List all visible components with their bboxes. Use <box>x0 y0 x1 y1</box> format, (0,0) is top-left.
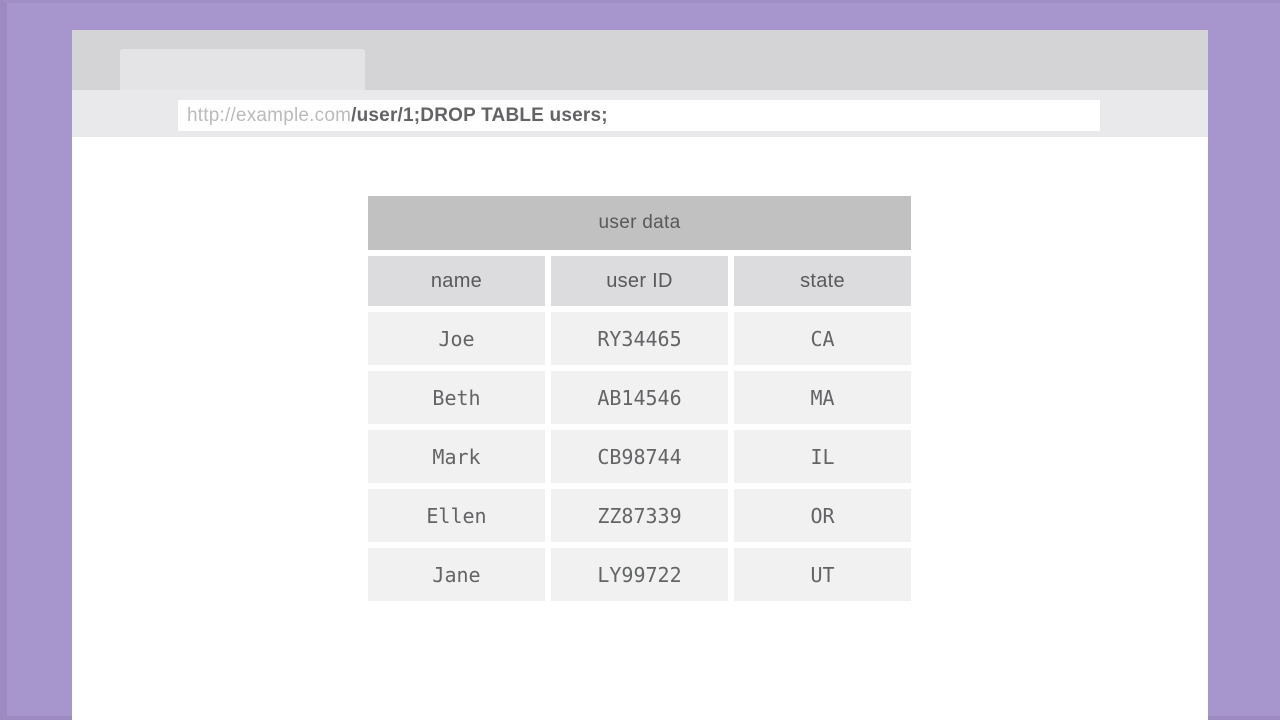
column-header-state: state <box>734 256 911 306</box>
table-cell-userid: CB98744 <box>551 430 728 483</box>
table-cell-state: CA <box>734 312 911 365</box>
table-title: user data <box>368 196 911 250</box>
table-cell-userid: LY99722 <box>551 548 728 601</box>
page-content: user data name user ID state Joe RY34465… <box>72 137 1208 720</box>
table-cell-state: UT <box>734 548 911 601</box>
column-header-userid: user ID <box>551 256 728 306</box>
table-cell-name: Mark <box>368 430 545 483</box>
browser-chrome <box>72 30 1208 90</box>
column-header-name: name <box>368 256 545 306</box>
user-data-table: user data name user ID state Joe RY34465… <box>368 196 911 601</box>
table-cell-userid: RY34465 <box>551 312 728 365</box>
table-cell-state: IL <box>734 430 911 483</box>
table-cell-name: Ellen <box>368 489 545 542</box>
table-cell-name: Jane <box>368 548 545 601</box>
url-domain-text: http://example.com <box>187 104 352 126</box>
table-cell-userid: AB14546 <box>551 371 728 424</box>
table-cell-state: MA <box>734 371 911 424</box>
url-path-text: /user/1;DROP TABLE users; <box>351 104 608 126</box>
browser-tab[interactable] <box>120 49 365 90</box>
browser-window: http://example.com/user/1;DROP TABLE use… <box>72 30 1208 720</box>
url-input[interactable]: http://example.com/user/1;DROP TABLE use… <box>178 100 1100 131</box>
table-cell-userid: ZZ87339 <box>551 489 728 542</box>
table-cell-state: OR <box>734 489 911 542</box>
url-toolbar: http://example.com/user/1;DROP TABLE use… <box>72 90 1208 137</box>
table-cell-name: Joe <box>368 312 545 365</box>
table-cell-name: Beth <box>368 371 545 424</box>
